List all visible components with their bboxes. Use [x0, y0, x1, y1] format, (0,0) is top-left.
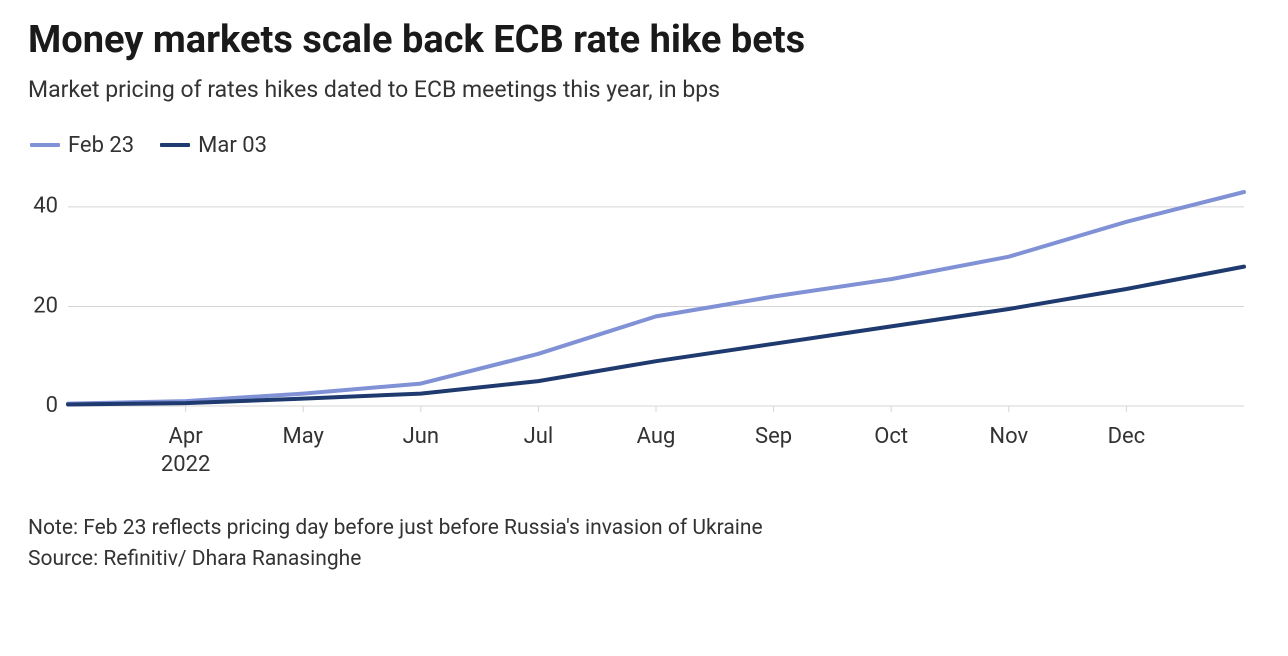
x-tick-label: Sep: [755, 424, 792, 449]
legend-swatch-feb23: [30, 143, 60, 147]
x-tick-label: Jul: [524, 424, 554, 449]
legend-label-feb23: Feb 23: [68, 133, 134, 158]
x-tick-label: Nov: [989, 424, 1028, 449]
y-tick-label: 40: [33, 194, 58, 219]
x-tick-label: Jun: [403, 424, 439, 449]
line-chart: 0 20 40 Apr 2022 May Jun Jul Aug Sep Oct Nov Dec: [28, 166, 1260, 486]
x-tick-label: Dec: [1108, 424, 1146, 449]
x-tick-label: Apr: [169, 424, 204, 449]
legend-swatch-mar03: [160, 143, 190, 147]
chart-title: Money markets scale back ECB rate hike b…: [28, 20, 1260, 62]
x-tick-label: Aug: [637, 424, 676, 449]
legend: Feb 23 Mar 03: [30, 133, 1260, 158]
x-year-label: 2022: [161, 452, 210, 477]
series-line: [68, 266, 1244, 404]
chart-subtitle: Market pricing of rates hikes dated to E…: [28, 76, 1260, 103]
legend-label-mar03: Mar 03: [198, 133, 267, 158]
note-line: Note: Feb 23 reflects pricing day before…: [28, 514, 1260, 543]
legend-item-mar03: Mar 03: [160, 133, 267, 158]
y-tick-label: 0: [46, 393, 58, 418]
chart-svg: 0 20 40 Apr 2022 May Jun Jul Aug Sep Oct Nov Dec: [28, 166, 1260, 486]
chart-notes: Note: Feb 23 reflects pricing day before…: [28, 514, 1260, 575]
x-tick-label: Oct: [874, 424, 908, 449]
y-tick-label: 20: [33, 293, 58, 318]
x-tick-label: May: [282, 424, 324, 449]
legend-item-feb23: Feb 23: [30, 133, 134, 158]
source-line: Source: Refinitiv/ Dhara Ranasinghe: [28, 545, 1260, 574]
